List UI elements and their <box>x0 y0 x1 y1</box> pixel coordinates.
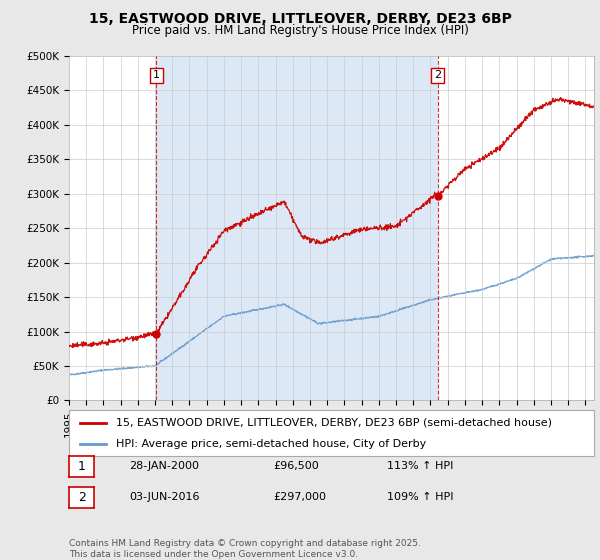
Text: 03-JUN-2016: 03-JUN-2016 <box>129 492 199 502</box>
Text: Contains HM Land Registry data © Crown copyright and database right 2025.
This d: Contains HM Land Registry data © Crown c… <box>69 539 421 559</box>
Text: 109% ↑ HPI: 109% ↑ HPI <box>387 492 454 502</box>
Text: 15, EASTWOOD DRIVE, LITTLEOVER, DERBY, DE23 6BP: 15, EASTWOOD DRIVE, LITTLEOVER, DERBY, D… <box>89 12 511 26</box>
Text: 113% ↑ HPI: 113% ↑ HPI <box>387 461 454 472</box>
Text: Price paid vs. HM Land Registry's House Price Index (HPI): Price paid vs. HM Land Registry's House … <box>131 24 469 36</box>
Bar <box>156 56 438 400</box>
Text: HPI: Average price, semi-detached house, City of Derby: HPI: Average price, semi-detached house,… <box>116 439 427 449</box>
Text: 1: 1 <box>77 460 86 473</box>
Text: 2: 2 <box>434 71 441 80</box>
Text: £96,500: £96,500 <box>273 461 319 472</box>
Text: 1: 1 <box>153 71 160 80</box>
Text: 28-JAN-2000: 28-JAN-2000 <box>129 461 199 472</box>
Text: 15, EASTWOOD DRIVE, LITTLEOVER, DERBY, DE23 6BP (semi-detached house): 15, EASTWOOD DRIVE, LITTLEOVER, DERBY, D… <box>116 418 552 428</box>
Text: £297,000: £297,000 <box>273 492 326 502</box>
Text: 2: 2 <box>77 491 86 504</box>
